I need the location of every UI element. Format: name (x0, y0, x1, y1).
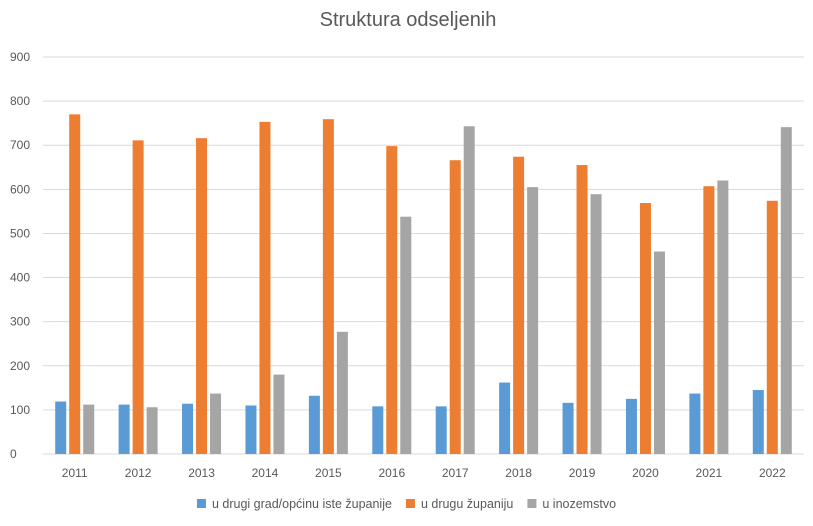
bar-1-2016 (372, 406, 384, 454)
bar-1-2015 (308, 395, 320, 454)
x-tick-label: 2014 (252, 466, 279, 480)
y-tick-label: 800 (10, 94, 30, 108)
y-tick-label: 700 (10, 138, 30, 152)
x-tick-label: 2019 (569, 466, 596, 480)
bar-2-2014 (259, 121, 271, 455)
x-tick-label: 2015 (315, 466, 342, 480)
bar-1-2021 (689, 393, 701, 454)
x-tick-label: 2017 (442, 466, 469, 480)
bar-3-2021 (717, 180, 729, 454)
bar-2-2015 (322, 119, 334, 455)
y-tick-label: 200 (10, 359, 30, 373)
bar-3-2013 (210, 393, 222, 454)
bar-1-2013 (182, 403, 194, 454)
bar-2-2022 (766, 200, 778, 454)
bar-3-2019 (590, 194, 602, 455)
gridlines (43, 56, 804, 455)
bar-1-2011 (55, 401, 67, 454)
bar-2-2021 (703, 186, 715, 455)
bar-3-2018 (527, 187, 539, 454)
bar-2-2019 (576, 165, 588, 455)
x-tick-label: 2020 (632, 466, 659, 480)
x-tick-label: 2021 (696, 466, 723, 480)
y-tick-label: 300 (10, 315, 30, 329)
bar-1-2018 (499, 382, 511, 454)
y-tick-label: 0 (10, 447, 17, 461)
x-tick-label: 2018 (505, 466, 532, 480)
legend-swatch (196, 499, 206, 508)
bar-3-2012 (146, 407, 158, 454)
x-tick-label: 2012 (125, 466, 152, 480)
y-tick-label: 100 (10, 403, 30, 417)
legend-label: u drugi grad/općinu iste županije (212, 497, 392, 511)
legend-item: u drugi grad/općinu iste županije (196, 497, 392, 511)
legend: u drugi grad/općinu iste županije u drugu… (196, 497, 616, 511)
bar-2-2011 (69, 114, 81, 454)
bar-3-2014 (273, 374, 285, 454)
bar-2-2017 (449, 160, 461, 454)
bar-2-2020 (639, 203, 651, 454)
bar-3-2017 (463, 126, 475, 454)
bar-1-2012 (118, 404, 130, 454)
y-tick-label: 600 (10, 182, 30, 196)
bar-3-2011 (83, 404, 95, 454)
bar-1-2014 (245, 405, 257, 454)
bar-3-2020 (653, 251, 665, 454)
y-tick-label: 500 (10, 226, 30, 240)
bar-3-2015 (336, 331, 348, 454)
y-tick-label: 900 (10, 50, 30, 64)
legend-label: u inozemstvo (542, 497, 616, 511)
x-tick-label: 2022 (759, 466, 786, 480)
legend-item: u drugu županiju (405, 497, 513, 511)
bar-3-2016 (400, 216, 412, 454)
bar-2-2016 (386, 146, 398, 455)
bar-2-2013 (196, 138, 208, 455)
y-axis-ticks: 0 100 200 300 400 500 600 700 800 900 (10, 50, 30, 461)
x-tick-label: 2011 (62, 466, 88, 480)
bar-1-2017 (435, 406, 447, 454)
bar-1-2020 (625, 398, 637, 454)
bar-2-2012 (132, 140, 144, 454)
bars (55, 114, 792, 455)
bar-1-2022 (752, 390, 764, 454)
legend-label: u drugu županiju (421, 497, 513, 511)
x-tick-label: 2013 (188, 466, 215, 480)
bar-2-2018 (513, 156, 525, 455)
legend-swatch (527, 499, 537, 508)
chart-title: Struktura odseljenih (320, 9, 497, 31)
bar-1-2019 (562, 402, 574, 454)
bar-3-2022 (780, 127, 792, 455)
legend-swatch (405, 499, 415, 508)
x-tick-label: 2016 (378, 466, 405, 480)
y-tick-label: 400 (10, 271, 30, 285)
legend-item: u inozemstvo (527, 497, 616, 511)
x-axis-ticks: 2011 2012 2013 2014 2015 2016 2017 2018 2019 2020… (62, 466, 786, 480)
